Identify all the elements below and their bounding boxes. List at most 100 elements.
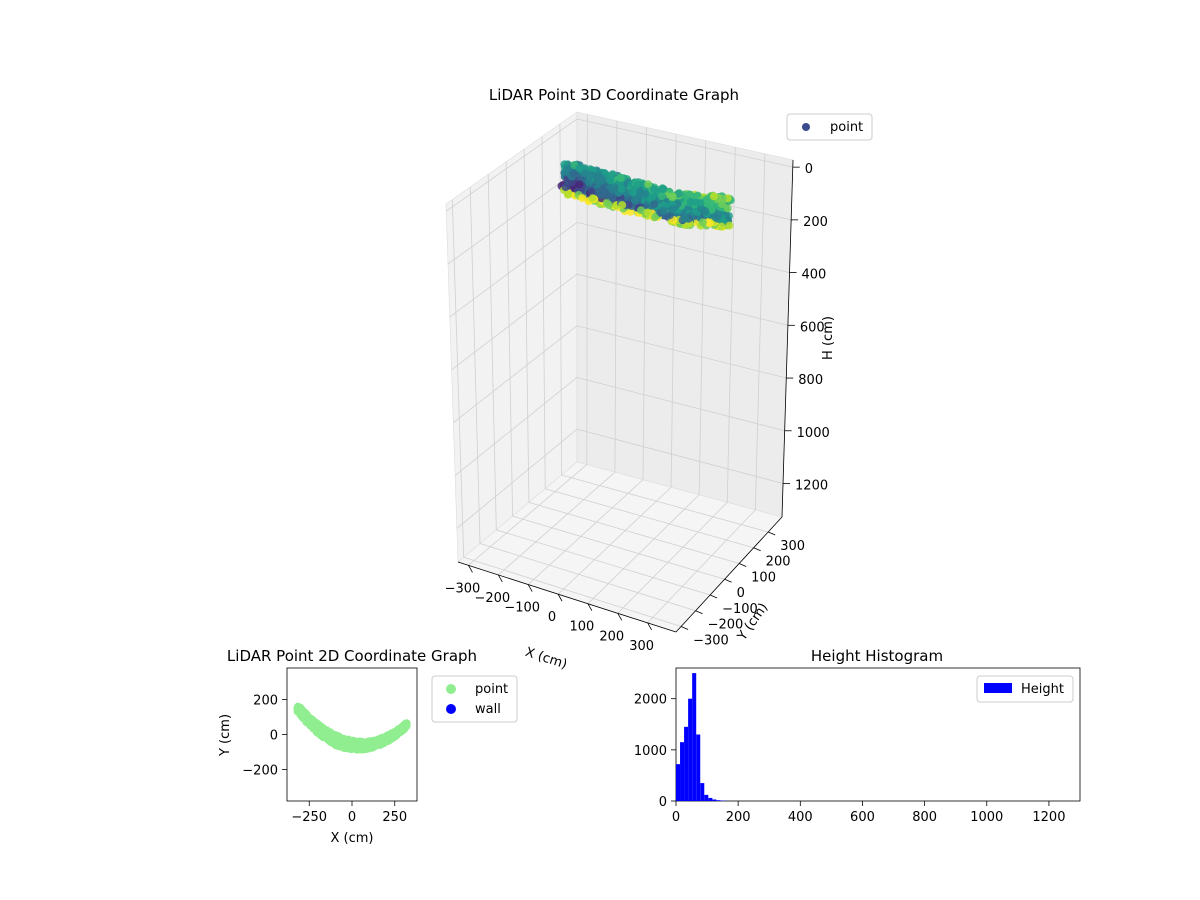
- legend-2d-label-point: point: [475, 682, 508, 697]
- x-tick-label-3d: 300: [629, 639, 654, 654]
- point-2d: [402, 721, 411, 730]
- z-tick-label-3d: 1000: [797, 426, 830, 441]
- point-3d: [668, 205, 677, 214]
- y-tick-label-3d: 0: [737, 586, 745, 601]
- x-tick-label-3d: 200: [599, 629, 624, 644]
- y-tick-label-3d: 200: [766, 555, 791, 570]
- legend-2d-marker-wall: [446, 704, 456, 714]
- point-2d: [351, 742, 360, 751]
- point-3d: [633, 180, 642, 189]
- point-3d: [650, 200, 659, 209]
- y-tick-label-3d: −200: [708, 618, 744, 633]
- point-3d: [698, 218, 707, 227]
- histogram-x-tick-label: 400: [788, 810, 813, 825]
- z-tick-label-3d: 800: [798, 373, 823, 388]
- point-3d: [606, 176, 615, 185]
- point-3d: [587, 187, 596, 196]
- grid-floor-y: [528, 502, 740, 564]
- x-axis-line: [457, 561, 677, 633]
- point-2d: [342, 741, 351, 750]
- chart-2d-title: LiDAR Point 2D Coordinate Graph: [227, 647, 477, 665]
- histogram-bar: [700, 783, 705, 801]
- x-axis-label-3d: X (cm): [523, 645, 569, 673]
- z-axis-label-3d: H (cm): [821, 316, 836, 360]
- point-3d: [711, 213, 720, 222]
- legend-3d-marker: [802, 123, 810, 131]
- point-3d: [650, 185, 659, 194]
- histogram-bar: [716, 800, 721, 801]
- grid-z: [453, 325, 787, 423]
- histogram-x-tick-label: 600: [850, 810, 875, 825]
- x-tick-label-2d: 0: [348, 810, 356, 825]
- x-tick-label-3d: 0: [548, 610, 556, 625]
- histogram-y-tick-label: 1000: [634, 744, 667, 759]
- x-tick-label-2d: −250: [291, 810, 327, 825]
- point-3d: [701, 207, 710, 216]
- point-2d: [298, 713, 307, 722]
- point-3d: [567, 178, 576, 187]
- legend-3d-label: point: [830, 120, 863, 135]
- point-3d: [578, 194, 587, 203]
- legend-histogram-label: Height: [1021, 682, 1064, 697]
- x-tick-mark-3d: [468, 565, 473, 573]
- point-2d: [334, 742, 343, 750]
- chart-3d: LiDAR Point 3D Coordinate Graph −300−200…: [445, 86, 873, 673]
- x-tick-mark-3d: [497, 574, 503, 583]
- y-tick-mark-3d: [709, 594, 718, 599]
- grid-floor-x: [527, 479, 644, 585]
- point-3d: [723, 204, 732, 213]
- point-2d: [373, 739, 382, 748]
- z-tick-label-3d: 0: [805, 162, 813, 177]
- histogram-y-tick-label: 0: [659, 795, 667, 810]
- y-tick-label-2d: 0: [270, 729, 278, 744]
- point-3d: [624, 200, 633, 209]
- grid-floor-y: [496, 529, 711, 596]
- grid-floor-x: [617, 502, 728, 614]
- point-3d: [725, 221, 734, 230]
- point-3d: [561, 183, 570, 192]
- point-3d: [588, 171, 596, 180]
- y-tick-mark-3d: [768, 531, 776, 536]
- histogram-x-tick-label: 800: [912, 810, 937, 825]
- chart-3d-title: LiDAR Point 3D Coordinate Graph: [489, 86, 739, 104]
- point-3d: [637, 206, 645, 215]
- point-3d: [634, 193, 643, 202]
- x-tick-mark-3d: [557, 593, 563, 602]
- grid-floor-x: [557, 486, 672, 595]
- legend-3d-frame: [786, 113, 873, 141]
- point-cloud-2d: [293, 702, 411, 754]
- x-tick-mark-3d: [647, 622, 652, 631]
- y-tick-label-3d: 300: [780, 539, 805, 554]
- y-axis-label-2d: Y (cm): [218, 714, 233, 757]
- point-3d: [709, 192, 718, 201]
- grid-floor-x: [468, 464, 588, 566]
- x-tick-label-3d: −200: [474, 591, 510, 606]
- grid-floor-x: [647, 509, 756, 624]
- point-3d: [644, 180, 653, 189]
- y-tick-mark-3d: [753, 547, 761, 552]
- point-3d: [569, 170, 578, 179]
- point-3d: [643, 208, 652, 217]
- point-3d: [597, 174, 606, 183]
- y-tick-mark-3d: [695, 610, 703, 615]
- point-3d: [563, 164, 572, 173]
- point-3d: [650, 213, 659, 222]
- x-tick-label-3d: −100: [504, 601, 540, 616]
- z-tick-label-3d: 600: [800, 320, 825, 335]
- point-3d: [598, 184, 607, 193]
- histogram-bars: [676, 673, 729, 801]
- x-tick-label-2d: 250: [382, 810, 407, 825]
- legend-2d-marker-point: [446, 684, 456, 694]
- y-tick-mark-3d: [724, 578, 732, 583]
- point-3d: [584, 177, 593, 186]
- grid-z: [451, 273, 789, 371]
- x-tick-mark-3d: [617, 613, 623, 621]
- legend-3d: point: [786, 113, 873, 141]
- grid-z: [446, 118, 793, 212]
- point-3d: [681, 214, 690, 223]
- legend-histogram: Height: [976, 675, 1074, 703]
- histogram-x-tick-label: 0: [672, 810, 680, 825]
- point-3d: [617, 173, 626, 182]
